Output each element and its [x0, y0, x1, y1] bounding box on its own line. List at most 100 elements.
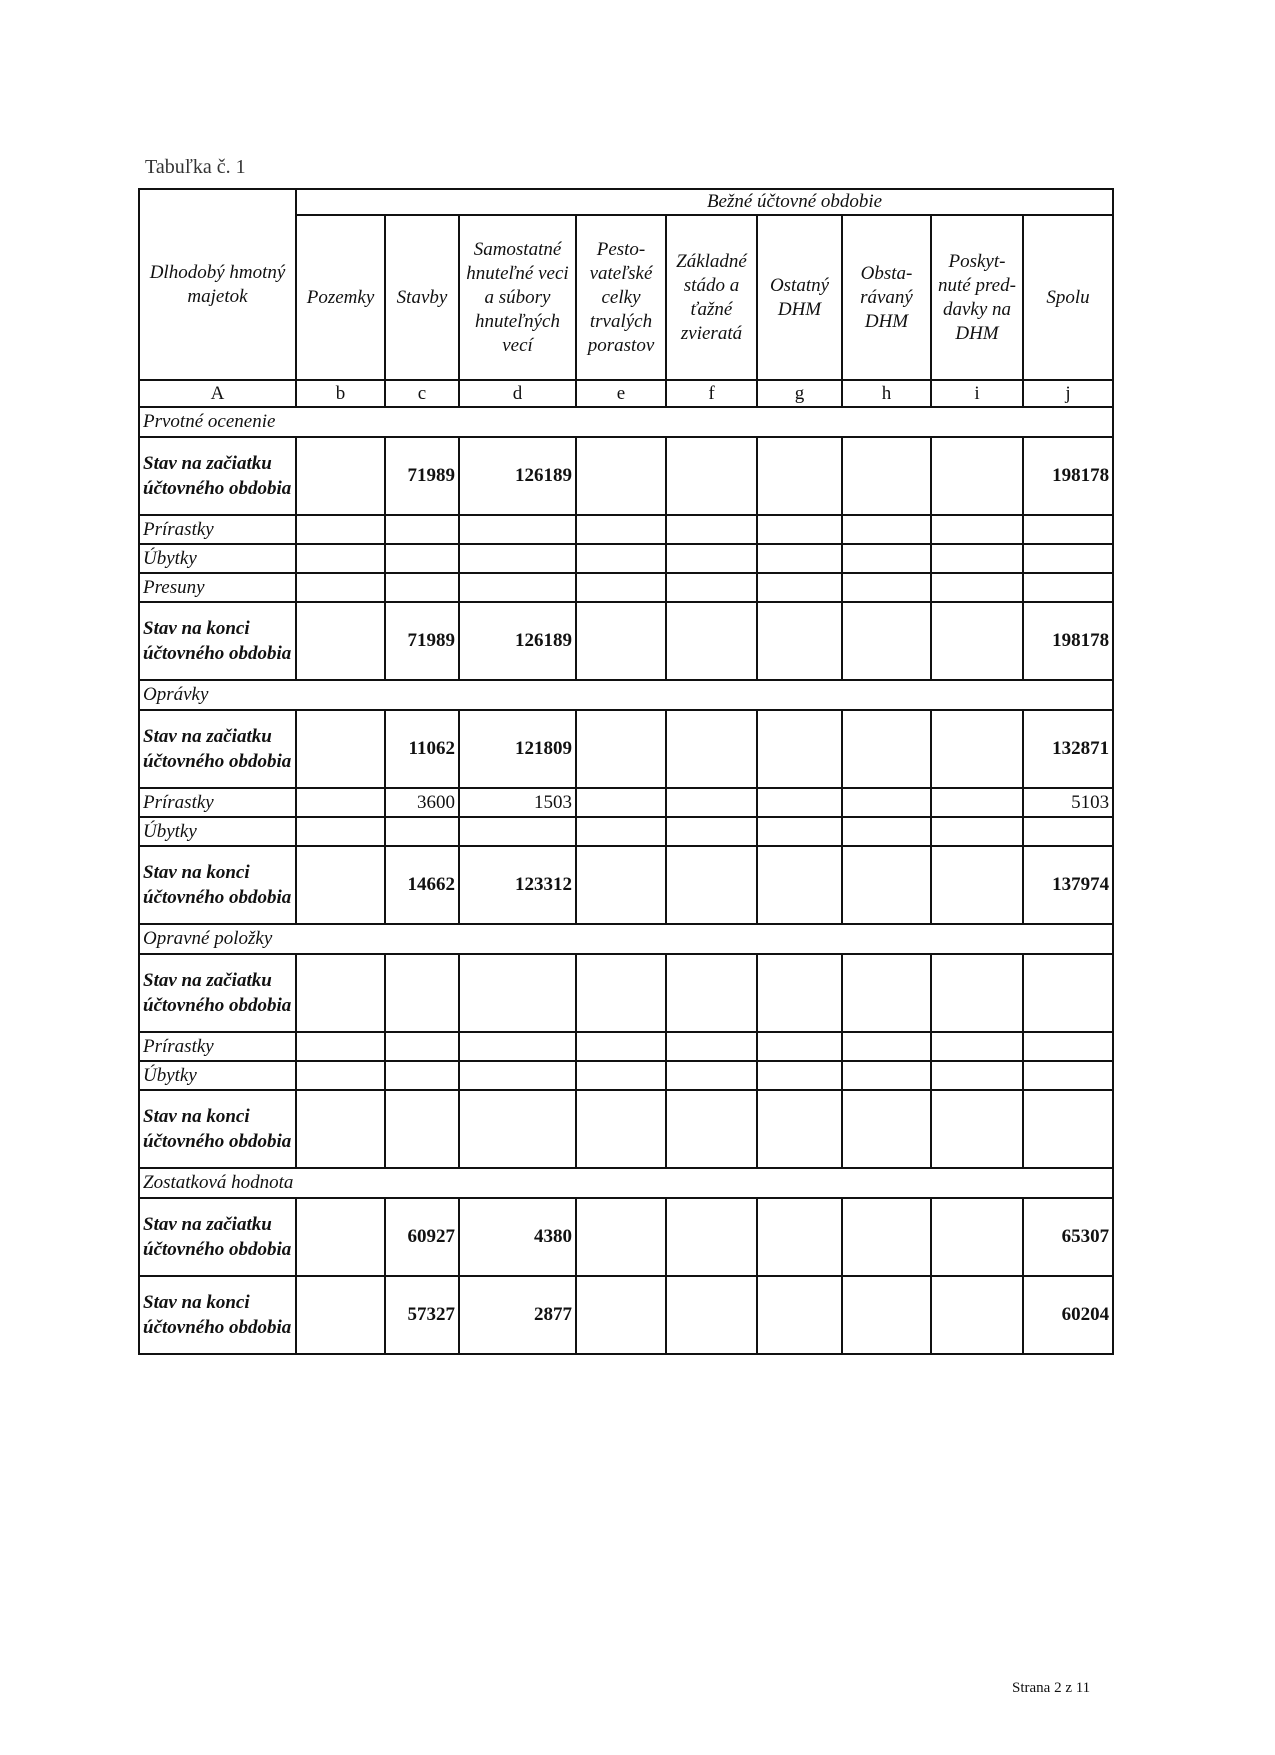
- value-cell: 71989: [384, 601, 460, 681]
- value-cell: [575, 816, 667, 847]
- value-cell: [756, 601, 843, 681]
- value-cell: [841, 709, 932, 789]
- value-cell: [930, 1060, 1024, 1091]
- value-cell: [575, 1197, 667, 1277]
- value-cell: [575, 1089, 667, 1169]
- value-cell: [665, 601, 758, 681]
- value-cell: [458, 1031, 577, 1062]
- value-cell: [930, 572, 1024, 603]
- row-label: Stav na konci účtovného obdobia: [138, 845, 297, 925]
- column-letter: d: [458, 379, 577, 408]
- section-label: Opravné položky: [137, 923, 1115, 955]
- table-row: Stav na začiatku účtovného obdobia 11062 1…: [138, 709, 1115, 789]
- value-cell: [756, 816, 843, 847]
- value-cell: 11062: [384, 709, 460, 789]
- value-cell: [665, 709, 758, 789]
- column-header: Pesto-vateľské celky trvalých porastov: [575, 214, 667, 381]
- long-term-tangible-assets-table: Dlhodobý hmotný majetok Bežné účtovné ob…: [137, 188, 1115, 1355]
- value-cell: [575, 787, 667, 818]
- table-row: Úbytky: [138, 816, 1115, 847]
- row-label: Stav na začiatku účtovného obdobia: [138, 953, 297, 1033]
- value-cell: [756, 845, 843, 925]
- column-letter: c: [384, 379, 460, 408]
- value-cell: [665, 1197, 758, 1277]
- value-cell: [295, 572, 386, 603]
- table-row: Prírastky 3600 1503 5103: [138, 787, 1115, 818]
- section-row: Zostatková hodnota: [137, 1167, 1115, 1199]
- section-row: Prvotné ocenenie: [137, 406, 1115, 438]
- value-cell: 198178: [1021, 436, 1115, 516]
- column-header: Poskyt-nuté pred-davky na DHM: [930, 214, 1024, 381]
- value-cell: [841, 543, 932, 574]
- value-cell: [295, 816, 386, 847]
- value-cell: [295, 845, 386, 925]
- value-cell: [665, 543, 758, 574]
- value-cell: [930, 845, 1024, 925]
- value-cell: [575, 1275, 667, 1355]
- section-row: Opravné položky: [137, 923, 1115, 955]
- value-cell: [665, 787, 758, 818]
- column-header: Ostatný DHM: [756, 214, 843, 381]
- value-cell: [384, 543, 460, 574]
- value-cell: [384, 953, 460, 1033]
- value-cell: [458, 543, 577, 574]
- row-label: Stav na začiatku účtovného obdobia: [138, 436, 297, 516]
- value-cell: [756, 1031, 843, 1062]
- value-cell: [575, 514, 667, 545]
- row-label: Úbytky: [138, 1060, 297, 1091]
- value-cell: [295, 787, 386, 818]
- column-letter: f: [665, 379, 758, 408]
- table-row: Stav na konci účtovného obdobia 71989 1261…: [138, 601, 1115, 681]
- value-cell: 132871: [1021, 709, 1115, 789]
- value-cell: [930, 436, 1024, 516]
- table-caption: Tabuľka č. 1: [145, 156, 246, 178]
- value-cell: 71989: [384, 436, 460, 516]
- value-cell: [665, 1275, 758, 1355]
- value-cell: [384, 1060, 460, 1091]
- column-letter: j: [1021, 379, 1115, 408]
- value-cell: 14662: [384, 845, 460, 925]
- column-header: Základné stádo a ťažné zvieratá: [665, 214, 758, 381]
- value-cell: [756, 709, 843, 789]
- value-cell: [756, 1275, 843, 1355]
- value-cell: [458, 816, 577, 847]
- value-cell: [384, 572, 460, 603]
- row-label: Stav na konci účtovného obdobia: [138, 1089, 297, 1169]
- value-cell: [1021, 572, 1115, 603]
- value-cell: [384, 816, 460, 847]
- row-label: Stav na konci účtovného obdobia: [138, 601, 297, 681]
- value-cell: [295, 543, 386, 574]
- value-cell: [930, 1089, 1024, 1169]
- value-cell: 65307: [1021, 1197, 1115, 1277]
- value-cell: 121809: [458, 709, 577, 789]
- value-cell: [295, 1275, 386, 1355]
- value-cell: 126189: [458, 436, 577, 516]
- row-label: Stav na konci účtovného obdobia: [138, 1275, 297, 1355]
- value-cell: [841, 572, 932, 603]
- value-cell: [930, 601, 1024, 681]
- row-label: Úbytky: [138, 543, 297, 574]
- value-cell: [756, 543, 843, 574]
- value-cell: [756, 514, 843, 545]
- table-row: Stav na začiatku účtovného obdobia: [138, 953, 1115, 1033]
- row-label: Presuny: [138, 572, 297, 603]
- table-row: Stav na konci účtovného obdobia 14662 1233…: [138, 845, 1115, 925]
- value-cell: 126189: [458, 601, 577, 681]
- value-cell: [575, 1060, 667, 1091]
- column-letter: i: [930, 379, 1024, 408]
- section-row: Oprávky: [137, 679, 1115, 711]
- value-cell: [575, 845, 667, 925]
- value-cell: [756, 436, 843, 516]
- section-label: Prvotné ocenenie: [137, 406, 1115, 438]
- column-header: Obsta-rávaný DHM: [841, 214, 932, 381]
- value-cell: 57327: [384, 1275, 460, 1355]
- value-cell: [295, 601, 386, 681]
- table-row: Prírastky: [138, 1031, 1115, 1062]
- value-cell: [575, 709, 667, 789]
- column-letter: b: [295, 379, 386, 408]
- value-cell: [1021, 514, 1115, 545]
- value-cell: [458, 572, 577, 603]
- value-cell: [930, 543, 1024, 574]
- value-cell: [295, 1060, 386, 1091]
- table-row: Stav na začiatku účtovného obdobia 71989 1…: [138, 436, 1115, 516]
